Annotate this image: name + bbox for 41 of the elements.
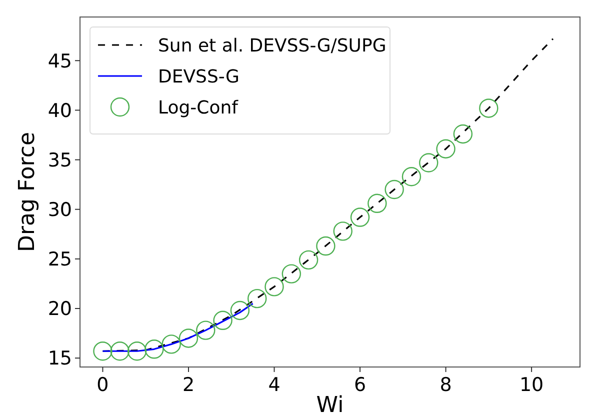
point (248, 288, 267, 308)
point (162, 334, 181, 354)
point (368, 194, 387, 213)
point (384, 180, 404, 200)
point (144, 340, 164, 359)
point (110, 342, 130, 361)
point (213, 310, 232, 330)
x-tick-label: 2 (182, 374, 195, 396)
y-tick-label: 40 (48, 100, 72, 122)
y-tick-label: 35 (48, 149, 72, 172)
point (479, 98, 498, 118)
y-tick-label: 15 (48, 348, 72, 370)
point (282, 264, 302, 284)
point (402, 167, 422, 186)
legend-label: Sun et al. DEVSS-G/SUPG (158, 35, 386, 56)
x-tick-label: 8 (440, 374, 452, 396)
point (453, 124, 473, 144)
legend-label: DEVSS-G (158, 66, 240, 88)
point (316, 236, 336, 256)
point (298, 250, 318, 270)
point (230, 300, 250, 320)
point (350, 208, 370, 227)
point (419, 153, 438, 172)
x-tick-label: 10 (519, 374, 544, 396)
point (127, 342, 147, 361)
y-tick-label: 20 (48, 298, 72, 320)
x-tick-label: 0 (96, 374, 109, 396)
x-axis-title: Wi (316, 393, 344, 414)
y-axis-title: Drag Force (15, 132, 40, 252)
y-tick-label: 30 (48, 199, 72, 221)
point (333, 222, 352, 241)
point (436, 139, 456, 158)
point (196, 320, 216, 340)
point (264, 277, 284, 296)
x-tick-label: 6 (354, 374, 366, 396)
y-tick-label: 25 (48, 248, 72, 271)
point (178, 328, 198, 348)
legend-label: Log-Conf (158, 97, 239, 118)
point (93, 342, 112, 361)
x-tick-label: 4 (268, 374, 280, 396)
y-tick-label: 45 (48, 50, 72, 72)
